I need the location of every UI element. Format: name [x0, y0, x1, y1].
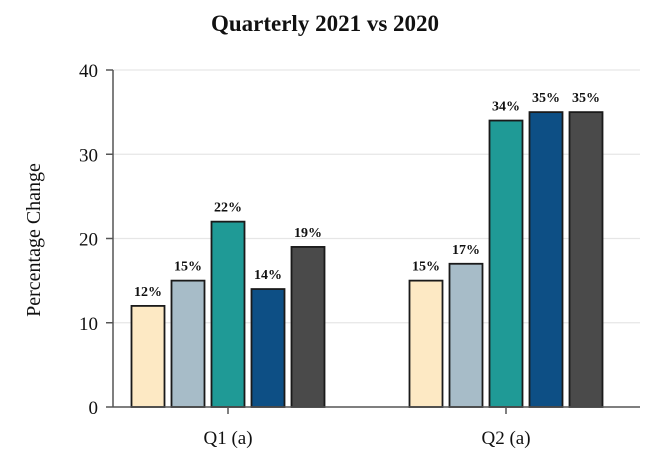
bar [488, 119, 524, 408]
bar-value-label: 15% [174, 260, 202, 275]
y-tick-label: 10 [79, 314, 98, 335]
y-axis-label: Percentage Change [23, 163, 45, 317]
bars [130, 111, 604, 408]
bar [250, 288, 286, 408]
y-tick-label: 20 [79, 230, 98, 251]
bar [528, 111, 564, 408]
bar-value-label: 17% [452, 243, 480, 258]
axes: 0 10 20 30 40 Q1 (a) Q2 (a) [79, 61, 640, 449]
x-category-label: Q2 (a) [481, 428, 530, 449]
bar-value-label: 19% [294, 226, 322, 241]
bar-value-label: 12% [134, 285, 162, 300]
bar-value-label: 14% [254, 268, 282, 283]
bar-value-label: 35% [532, 91, 560, 106]
bar [170, 279, 206, 408]
bar [130, 304, 166, 408]
bar [210, 220, 246, 408]
bar [408, 279, 444, 408]
data-labels: 12% 15% 22% 14% 19% 15% 17% 34% 35% 35% [134, 91, 600, 300]
bar-value-label: 15% [412, 260, 440, 275]
bar [568, 111, 604, 408]
y-tick-label: 0 [89, 398, 99, 419]
chart-title: Quarterly 2021 vs 2020 [211, 11, 439, 36]
y-tick-label: 40 [79, 61, 98, 82]
bar [448, 262, 484, 408]
y-tick-label: 30 [79, 145, 98, 166]
bar [290, 246, 326, 408]
bar-value-label: 35% [572, 91, 600, 106]
bar-value-label: 22% [214, 201, 242, 216]
x-category-label: Q1 (a) [203, 428, 252, 449]
bar-value-label: 34% [492, 100, 520, 115]
